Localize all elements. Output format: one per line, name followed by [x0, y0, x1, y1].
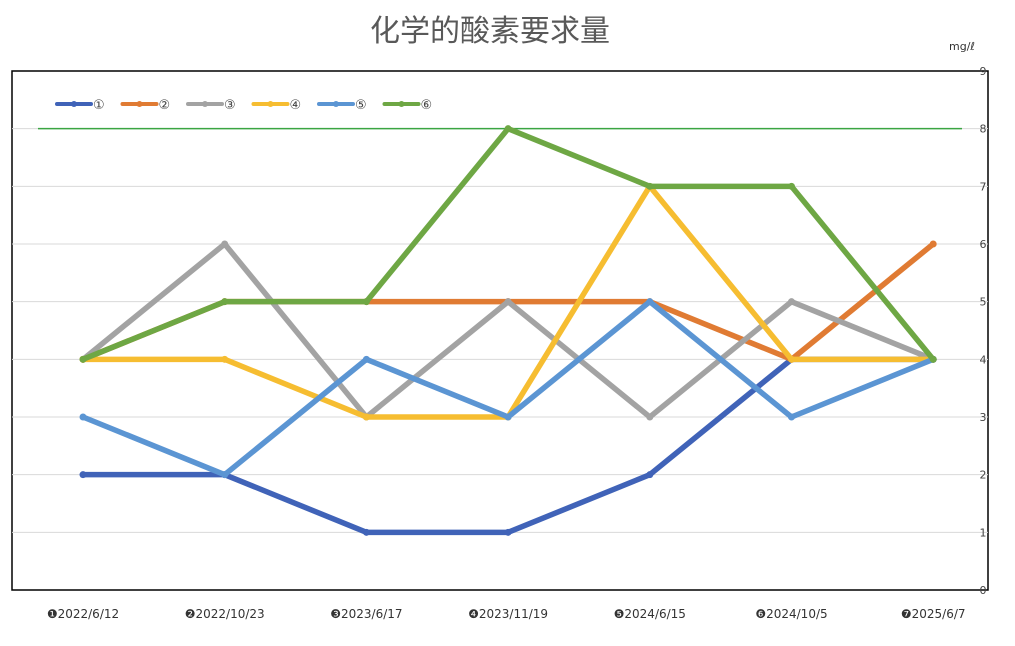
series-1-point: [362, 528, 370, 536]
series-4-point: [788, 355, 795, 363]
y-tick-label: 2: [980, 469, 987, 482]
series-3-point: [504, 298, 512, 306]
legend-marker-1: [71, 101, 77, 107]
y-tick-label: 5: [980, 296, 987, 309]
plot-frame: [11, 70, 989, 591]
legend-marker-2: [136, 101, 143, 107]
legend-label-3: ③: [224, 98, 236, 113]
series-2-point: [929, 240, 937, 248]
series-3-point: [221, 240, 229, 248]
y-tick-label: 6: [980, 238, 987, 251]
legend-label-4: ④: [290, 98, 302, 113]
legend-marker-4: [267, 101, 274, 107]
series-1-point: [646, 471, 654, 479]
x-tick-label: ❻2024/10/5: [755, 607, 827, 621]
series-5-point: [362, 355, 370, 363]
series-6-point: [929, 355, 937, 363]
legend-label-5: ⑤: [355, 98, 367, 113]
x-tick-labels: ❶2022/6/12 ❷2022/10/23 ❸2023/6/17 ❹2023/11/…: [47, 607, 966, 621]
series-6-point: [646, 182, 654, 190]
x-tick-label: ❹2023/11/19: [468, 607, 548, 621]
x-tick-label: ❺2024/6/15: [614, 607, 686, 621]
series-5-point: [504, 413, 512, 421]
y-tick-label: 9: [980, 65, 987, 78]
x-tick-label: ❸2023/6/17: [330, 607, 402, 621]
x-tick-label: ❷2022/10/23: [185, 607, 265, 621]
series-5-point: [788, 413, 795, 421]
series-5-point: [221, 471, 229, 479]
x-tick-label: ❶2022/6/12: [47, 607, 119, 621]
chart-title: 化学的酸素要求量: [370, 14, 610, 49]
series-line-1: [80, 356, 936, 536]
x-tick-label: ❼2025/6/7: [901, 607, 966, 621]
series-3-point: [646, 413, 654, 421]
series-6-point: [221, 298, 229, 306]
y-tick-label: 4: [980, 353, 987, 366]
legend-marker-5: [333, 101, 339, 107]
series-1-point: [79, 471, 87, 479]
series-4-point: [221, 355, 229, 363]
series-5-point: [646, 298, 654, 306]
series-1-point: [504, 528, 512, 536]
legend-marker-3: [202, 101, 208, 107]
series-4-point: [362, 413, 370, 421]
y-tick-label: 7: [980, 180, 987, 193]
legend: ① ② ③ ④ ⑤ ⑥: [55, 98, 433, 113]
series-3-point: [788, 298, 795, 306]
y-tick-labels: 0 1 2 3 4 5 6 7 8 9: [980, 65, 987, 597]
series-line-5: [80, 298, 936, 478]
series-6-point: [362, 298, 370, 306]
y-axis-unit-label: mg/ℓ: [949, 40, 975, 53]
legend-label-1: ①: [93, 98, 105, 113]
series-6-point: [788, 182, 795, 190]
series-lines: [79, 125, 937, 536]
series-6-point: [504, 125, 512, 133]
y-tick-label: 1: [980, 526, 987, 539]
series-line-3: [80, 241, 936, 420]
y-tick-label: 0: [980, 584, 987, 597]
series-5-point: [79, 413, 87, 421]
y-tick-label: 8: [980, 123, 987, 136]
legend-marker-6: [398, 101, 405, 107]
legend-label-2: ②: [159, 98, 171, 113]
legend-label-6: ⑥: [421, 98, 433, 113]
y-tick-label: 3: [980, 411, 987, 424]
series-6-point: [79, 355, 87, 363]
